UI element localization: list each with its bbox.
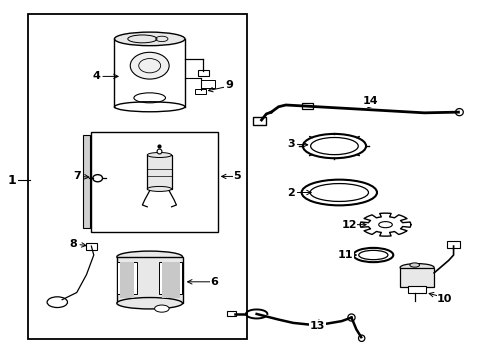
Bar	[159, 262, 182, 294]
Bar	[195, 89, 205, 94]
Ellipse shape	[347, 314, 354, 321]
Ellipse shape	[117, 297, 182, 309]
Ellipse shape	[130, 52, 169, 79]
Text: 10: 10	[436, 294, 451, 303]
Bar	[447, 242, 459, 248]
Text: 3: 3	[286, 139, 294, 149]
Text: 6: 6	[210, 277, 218, 287]
Ellipse shape	[114, 32, 184, 46]
Ellipse shape	[47, 297, 67, 307]
Ellipse shape	[117, 251, 182, 262]
Ellipse shape	[147, 153, 171, 157]
Ellipse shape	[455, 109, 462, 116]
Bar	[86, 243, 97, 249]
Bar	[198, 70, 208, 76]
Text: 2: 2	[286, 188, 294, 198]
Ellipse shape	[154, 305, 169, 312]
Text: 9: 9	[224, 80, 232, 90]
Ellipse shape	[358, 335, 364, 342]
Bar	[117, 262, 136, 294]
Bar	[119, 262, 134, 298]
Text: 1: 1	[8, 174, 17, 186]
Bar	[399, 267, 433, 287]
Bar	[253, 117, 265, 125]
Bar	[83, 135, 90, 228]
Bar	[162, 262, 180, 298]
Bar	[227, 311, 236, 316]
Bar	[28, 14, 246, 339]
Bar	[201, 80, 215, 88]
Text: 7: 7	[73, 171, 81, 181]
Bar	[117, 257, 183, 303]
Bar	[407, 286, 425, 293]
Text: 8: 8	[69, 239, 77, 249]
Text: 14: 14	[363, 96, 378, 107]
Text: 12: 12	[341, 220, 356, 230]
Bar	[147, 155, 171, 189]
Ellipse shape	[147, 186, 171, 192]
Text: 11: 11	[337, 250, 353, 260]
Text: 13: 13	[309, 321, 325, 331]
Text: 4: 4	[92, 71, 100, 81]
Text: 5: 5	[233, 171, 241, 181]
Ellipse shape	[399, 264, 433, 271]
Bar	[91, 132, 217, 232]
Ellipse shape	[409, 263, 419, 267]
Bar	[301, 103, 312, 109]
